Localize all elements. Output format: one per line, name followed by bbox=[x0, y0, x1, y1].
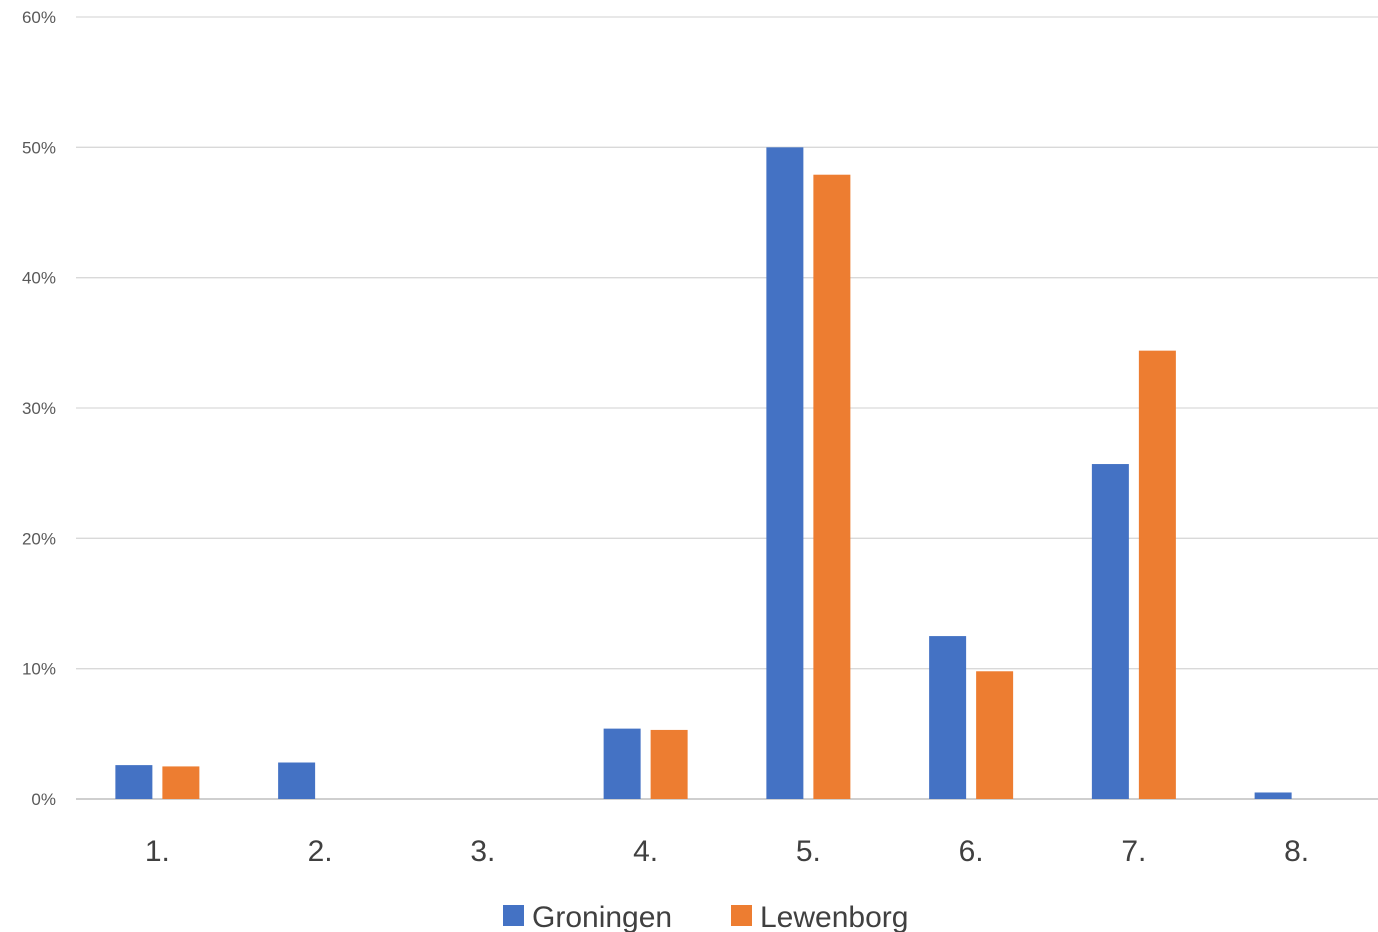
x-axis-ticks: 1. 2. 3. 4. 5. 6. 7. 8. bbox=[145, 835, 1309, 868]
bar-groningen-5 bbox=[766, 147, 804, 800]
bar-lewenborg-7 bbox=[1138, 350, 1176, 799]
bar-lewenborg-4 bbox=[650, 729, 688, 799]
y-tick-label: 50% bbox=[22, 138, 56, 157]
legend-swatch-lewenborg bbox=[731, 905, 752, 926]
bar-groningen-1 bbox=[115, 765, 153, 799]
y-tick-label: 40% bbox=[22, 269, 56, 288]
bar-lewenborg-1 bbox=[162, 766, 200, 799]
x-tick-label: 2. bbox=[308, 835, 333, 868]
y-axis-ticks: 0% 10% 20% 30% 40% 50% 60% bbox=[22, 8, 56, 809]
legend-label-lewenborg: Lewenborg bbox=[760, 901, 908, 932]
legend-swatch-groningen bbox=[503, 905, 524, 926]
bar-groningen-8 bbox=[1254, 792, 1292, 799]
bar-lewenborg-5 bbox=[813, 174, 851, 799]
bar-groningen-6 bbox=[929, 636, 967, 799]
x-tick-label: 1. bbox=[145, 835, 170, 868]
x-tick-label: 5. bbox=[796, 835, 821, 868]
y-tick-label: 0% bbox=[31, 790, 56, 809]
bar-groningen-7 bbox=[1091, 464, 1129, 799]
bars bbox=[115, 147, 1292, 800]
y-tick-label: 30% bbox=[22, 399, 56, 418]
legend: Groningen Lewenborg bbox=[503, 901, 908, 932]
y-tick-label: 20% bbox=[22, 529, 56, 548]
x-tick-label: 4. bbox=[633, 835, 658, 868]
x-tick-label: 6. bbox=[959, 835, 984, 868]
y-tick-label: 60% bbox=[22, 8, 56, 27]
x-tick-label: 8. bbox=[1284, 835, 1309, 868]
bar-lewenborg-6 bbox=[976, 671, 1014, 799]
bar-groningen-2 bbox=[278, 762, 316, 799]
gridlines bbox=[76, 16, 1378, 800]
y-tick-label: 10% bbox=[22, 660, 56, 679]
bar-groningen-4 bbox=[603, 728, 641, 799]
legend-label-groningen: Groningen bbox=[532, 901, 672, 932]
x-tick-label: 3. bbox=[470, 835, 495, 868]
x-tick-label: 7. bbox=[1121, 835, 1146, 868]
